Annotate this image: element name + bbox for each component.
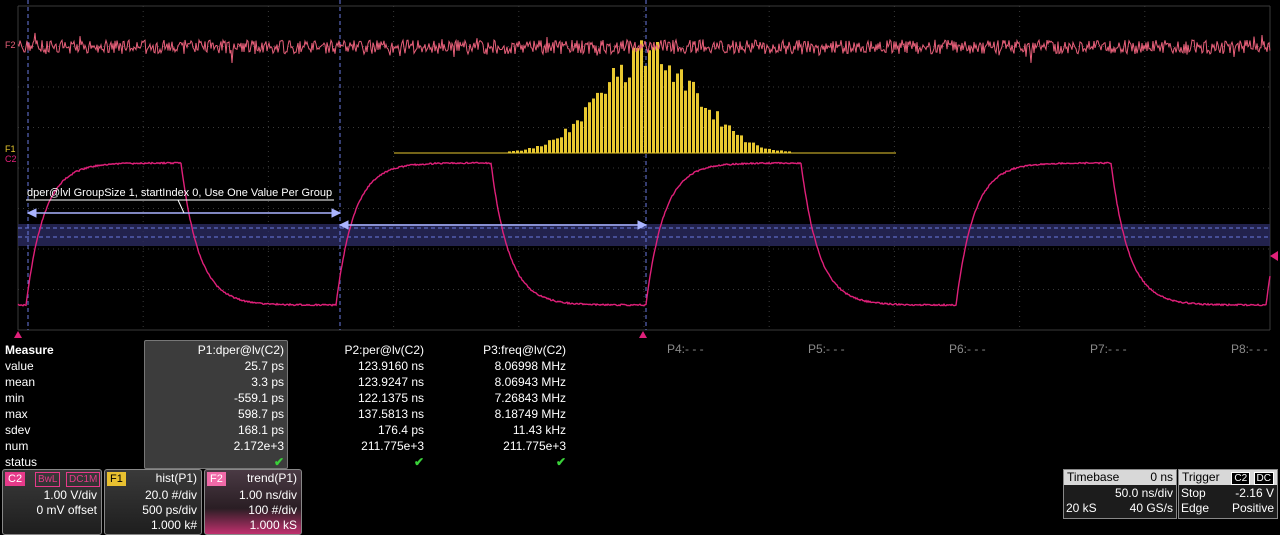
trace-marker-f1[interactable]: F1 [5,144,16,154]
row-label-num: num [5,438,145,454]
trigger-position-marker[interactable] [639,331,647,338]
f2-title: trend(P1) [247,471,297,486]
bandwidth-limit-badge: BwL [35,472,60,487]
trace-marker-f2[interactable]: F2 [5,40,16,50]
measure-table: Measure value mean min max sdev num stat… [0,340,1280,468]
trigger-header: Trigger C2 DC [1179,470,1277,485]
trigger-slope: Positive [1232,501,1274,516]
measure-row-labels: Measure value mean min max sdev num stat… [5,342,145,470]
trigger-mode: Stop [1181,486,1206,500]
c2-tag: C2 [5,472,25,486]
p1-sdev: 168.1 ps [144,422,284,438]
histogram-trace-f1 [394,40,896,153]
f2-count: 1.000 kS [250,518,297,533]
timebase-label: Timebase [1067,470,1119,484]
row-label-value: value [5,358,145,374]
timebase-header: Timebase 0 ns [1064,470,1176,485]
p2-max: 137.5813 ns [290,406,424,422]
row-label-status: status [5,454,145,470]
graticule [18,6,1270,330]
trigger-type: Edge [1181,501,1209,515]
p3-num: 211.775e+3 [428,438,566,454]
p1-value: 25.7 ps [144,358,284,374]
trigger-level-marker[interactable] [1270,251,1278,261]
p8-header[interactable]: P8:- - - [1231,342,1268,356]
timebase-descriptor[interactable]: Timebase 0 ns 50.0 ns/div 20 kS 40 GS/s [1063,469,1177,519]
measure-column-p1[interactable]: P1:dper@lv(C2) 25.7 ps 3.3 ps -559.1 ps … [144,342,284,470]
row-label-sdev: sdev [5,422,145,438]
p3-sdev: 11.43 kHz [428,422,566,438]
f1-tag: F1 [107,472,126,486]
p2-value: 123.9160 ns [290,358,424,374]
p2-mean: 123.9247 ns [290,374,424,390]
c2-vdiv: 1.00 V/div [44,488,97,503]
trigger-level: -2.16 V [1235,486,1274,501]
p1-status-check-icon: ✔ [144,454,284,470]
waveform-display[interactable]: dper@lvl GroupSize 1, startIndex 0, Use … [0,0,1280,340]
cursor-band [18,224,1270,246]
timebase-samples: 20 kS [1066,501,1097,515]
p1-header[interactable]: P1:dper@lv(C2) [144,342,284,358]
f1-hdiv: 500 ps/div [142,503,197,518]
p6-header[interactable]: P6:- - - [949,342,986,356]
p2-header[interactable]: P2:per@lv(C2) [290,342,424,358]
channel-descriptor-f2[interactable]: F2 trend(P1) 1.00 ns/div 100 #/div 1.000… [204,469,302,535]
timebase-rate: 40 GS/s [1130,501,1173,516]
trigger-source-badge: C2 [1231,472,1250,485]
trigger-descriptor[interactable]: Trigger C2 DC Stop -2.16 V Edge Positive [1178,469,1278,519]
coupling-badge: DC1M [66,472,100,487]
c2-offset: 0 mV offset [37,503,97,518]
p3-max: 8.18749 MHz [428,406,566,422]
measure-title: Measure [5,342,145,358]
row-label-min: min [5,390,145,406]
f1-count: 1.000 k# [151,518,197,533]
channel-descriptor-c2[interactable]: C2 BwL DC1M 1.00 V/div 0 mV offset [2,469,102,535]
p3-header[interactable]: P3:freq@lv(C2) [428,342,566,358]
trace-marker-c2[interactable]: C2 [5,154,17,164]
p7-header[interactable]: P7:- - - [1090,342,1127,356]
channel-descriptor-f1[interactable]: F1 hist(P1) 20.0 #/div 500 ps/div 1.000 … [104,469,202,535]
p1-num: 2.172e+3 [144,438,284,454]
p4-header[interactable]: P4:- - - [667,342,704,356]
p1-max: 598.7 ps [144,406,284,422]
trigger-coupling-badge: DC [1254,472,1274,485]
f2-hdiv: 1.00 ns/div [239,488,297,503]
p3-value: 8.06998 MHz [428,358,566,374]
timebase-tdiv: 50.0 ns/div [1115,486,1173,501]
trend-trace-f2 [18,33,1270,63]
measure-column-p3[interactable]: P3:freq@lv(C2) 8.06998 MHz 8.06943 MHz 7… [428,342,566,470]
measure-annotation: dper@lvl GroupSize 1, startIndex 0, Use … [27,187,332,199]
p1-min: -559.1 ps [144,390,284,406]
timebase-delay: 0 ns [1150,470,1173,485]
p2-status-check-icon: ✔ [290,454,424,470]
p2-num: 211.775e+3 [290,438,424,454]
annotation-leader [178,200,184,213]
p2-min: 122.1375 ns [290,390,424,406]
f1-vdiv: 20.0 #/div [145,488,197,503]
p3-min: 7.26843 MHz [428,390,566,406]
p5-header[interactable]: P5:- - - [808,342,845,356]
zero-time-marker [14,331,22,338]
p3-status-check-icon: ✔ [428,454,566,470]
p1-mean: 3.3 ps [144,374,284,390]
f2-vdiv: 100 #/div [248,503,297,518]
row-label-max: max [5,406,145,422]
measure-column-p2[interactable]: P2:per@lv(C2) 123.9160 ns 123.9247 ns 12… [290,342,424,470]
f1-title: hist(P1) [156,471,197,486]
p2-sdev: 176.4 ps [290,422,424,438]
trigger-label: Trigger [1182,470,1220,484]
p3-mean: 8.06943 MHz [428,374,566,390]
f2-tag: F2 [207,472,226,486]
row-label-mean: mean [5,374,145,390]
